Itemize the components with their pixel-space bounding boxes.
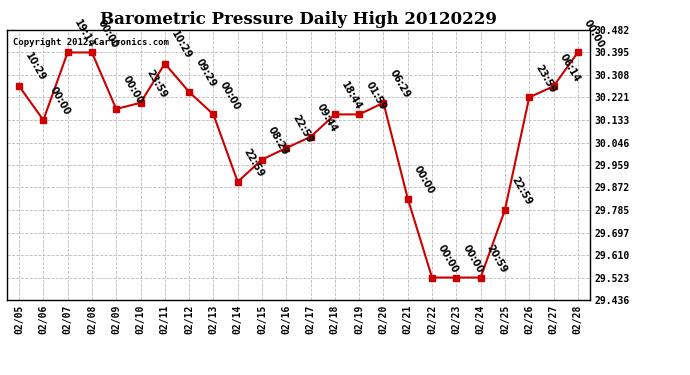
Text: 01:59: 01:59 bbox=[364, 80, 388, 112]
Text: 19:14: 19:14 bbox=[72, 18, 96, 50]
Text: 00:00: 00:00 bbox=[48, 86, 72, 117]
Text: 00:00: 00:00 bbox=[436, 243, 460, 275]
Text: 00:00: 00:00 bbox=[460, 243, 484, 275]
Text: 22:59: 22:59 bbox=[242, 147, 266, 179]
Text: 22:59: 22:59 bbox=[509, 175, 533, 207]
Text: 00:00: 00:00 bbox=[217, 80, 241, 112]
Text: 09:44: 09:44 bbox=[315, 102, 339, 134]
Text: 23:59: 23:59 bbox=[145, 68, 169, 100]
Text: 10:29: 10:29 bbox=[23, 51, 48, 83]
Text: 09:29: 09:29 bbox=[193, 57, 217, 89]
Text: 06:14: 06:14 bbox=[558, 52, 582, 84]
Text: 18:44: 18:44 bbox=[339, 80, 363, 112]
Text: 00:00: 00:00 bbox=[582, 18, 606, 50]
Text: 06:29: 06:29 bbox=[388, 68, 412, 100]
Text: Copyright 2012 Cartronics.com: Copyright 2012 Cartronics.com bbox=[12, 38, 168, 47]
Title: Barometric Pressure Daily High 20120229: Barometric Pressure Daily High 20120229 bbox=[100, 12, 497, 28]
Text: 08:29: 08:29 bbox=[266, 125, 290, 157]
Text: 23:59: 23:59 bbox=[533, 63, 558, 94]
Text: 00:00: 00:00 bbox=[412, 164, 436, 196]
Text: 20:59: 20:59 bbox=[485, 243, 509, 275]
Text: 00:00: 00:00 bbox=[120, 74, 144, 106]
Text: 10:29: 10:29 bbox=[169, 29, 193, 61]
Text: 00:00: 00:00 bbox=[96, 18, 120, 50]
Text: 22:59: 22:59 bbox=[290, 113, 315, 145]
